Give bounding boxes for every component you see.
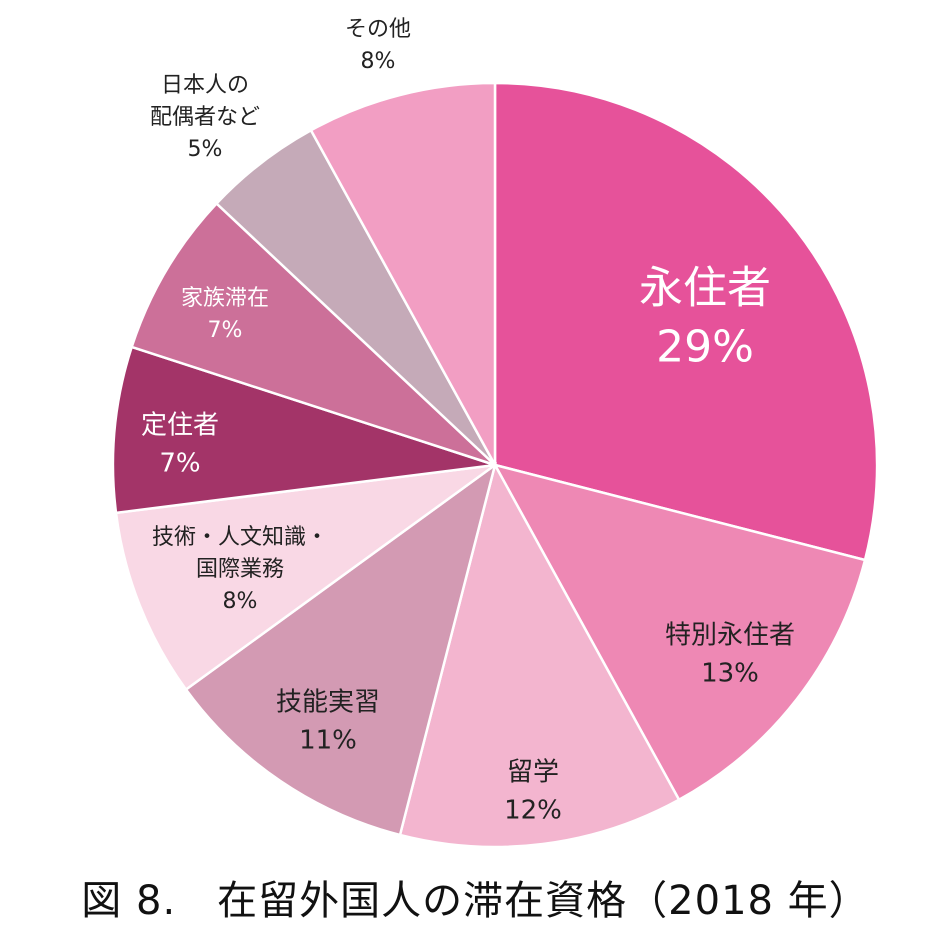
slice-label: 技術・人文知識・ 国際業務 8%: [152, 522, 328, 618]
slice-label-value: 8%: [360, 49, 396, 74]
pie-slice: [114, 463, 496, 692]
slice-label-value: 8%: [222, 588, 258, 614]
slice-label-name: 日本人の: [160, 73, 250, 99]
pie-slice: [309, 81, 497, 466]
slice-label: 永住者 29%: [639, 259, 771, 378]
slice-label-name: 定住者: [140, 410, 220, 441]
slice-label-name: 留学: [506, 757, 560, 788]
slice-label: 日本人の配偶者など 5%: [150, 70, 260, 166]
slice-label-value: 7%: [207, 318, 243, 343]
slice-label: 家族滞在 7%: [181, 283, 269, 347]
slice-label-name: 永住者: [639, 262, 771, 314]
pie-slice: [184, 461, 498, 837]
slice-label-value: 12%: [504, 795, 562, 825]
slice-label: 定住者 7%: [141, 407, 219, 482]
pie-slice: [492, 463, 867, 802]
slice-label-value: 13%: [701, 658, 759, 688]
pie-slice: [111, 345, 496, 515]
slice-label-name: 技術・人文知識・: [151, 525, 329, 551]
slice-label: 特別永住者 13%: [665, 617, 795, 692]
pie-slice: [398, 461, 681, 849]
slice-label-name: 技能実習: [275, 687, 381, 718]
slice-label-value: 29%: [656, 322, 754, 373]
slice-label-name: 配偶者など: [149, 105, 261, 131]
slice-label-name: 国際業務: [195, 557, 285, 583]
chart-title: 図 8. 在留外国人の滞在資格（2018 年）: [81, 878, 870, 924]
slice-label: 留学 12%: [504, 754, 562, 829]
slice-label-value: 5%: [187, 136, 223, 162]
slice-label-name: その他: [344, 17, 412, 43]
slice-label-value: 11%: [299, 725, 357, 755]
pie-slice: [130, 201, 496, 467]
pie-slice: [493, 81, 879, 562]
slice-label-name: 特別永住者: [664, 620, 796, 651]
slice-label: 技能実習 11%: [276, 684, 380, 759]
slice-label-value: 7%: [159, 448, 201, 478]
slice-label-name: 家族滞在: [180, 286, 270, 312]
slice-label: その他 8%: [345, 14, 411, 78]
